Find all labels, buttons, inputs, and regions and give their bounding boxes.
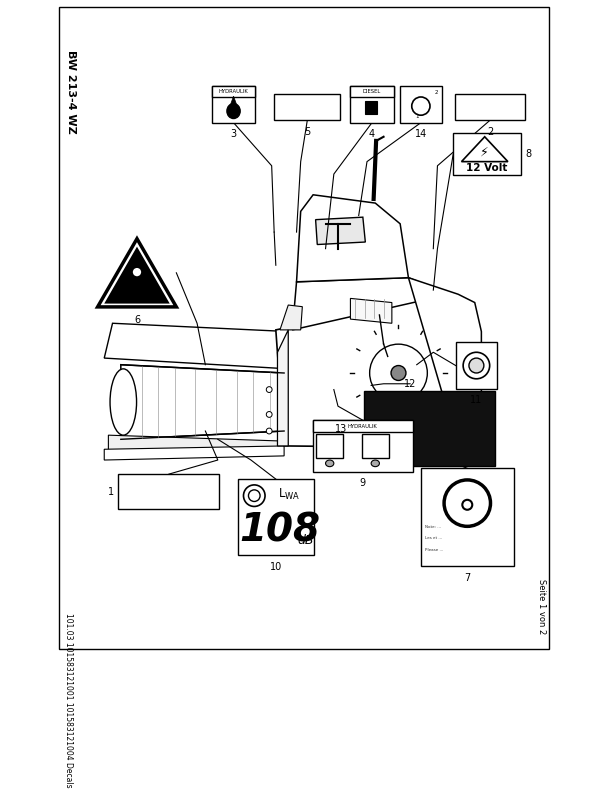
Text: 1: 1 xyxy=(416,115,420,119)
Polygon shape xyxy=(104,446,284,460)
Text: 4: 4 xyxy=(369,129,375,139)
Polygon shape xyxy=(104,324,288,369)
Ellipse shape xyxy=(266,411,272,418)
Text: 101.03 101583121001 101583121004 Decals: 101.03 101583121001 101583121004 Decals xyxy=(64,613,73,788)
Bar xyxy=(313,420,413,471)
Ellipse shape xyxy=(325,460,334,467)
Ellipse shape xyxy=(133,268,141,276)
Bar xyxy=(350,86,393,123)
Text: L$_{\mathregular{WA}}$: L$_{\mathregular{WA}}$ xyxy=(278,486,300,501)
Polygon shape xyxy=(98,239,176,307)
Bar xyxy=(313,420,413,432)
Text: 13: 13 xyxy=(335,423,347,433)
Bar xyxy=(455,93,525,120)
Text: 14: 14 xyxy=(415,129,427,139)
Ellipse shape xyxy=(227,104,240,119)
Text: BW 213-4 WZ: BW 213-4 WZ xyxy=(66,50,76,134)
Text: 10: 10 xyxy=(270,562,282,572)
Polygon shape xyxy=(316,218,365,244)
Polygon shape xyxy=(297,195,409,282)
Bar xyxy=(421,468,514,566)
Bar xyxy=(316,433,343,458)
Polygon shape xyxy=(276,294,458,448)
Text: DIESEL: DIESEL xyxy=(363,89,381,94)
Bar xyxy=(212,86,255,123)
Bar xyxy=(400,86,441,123)
Polygon shape xyxy=(230,97,237,105)
Ellipse shape xyxy=(448,484,486,522)
Polygon shape xyxy=(365,101,377,115)
Polygon shape xyxy=(461,137,508,161)
Bar xyxy=(362,433,389,458)
Bar xyxy=(119,474,219,509)
Bar xyxy=(455,343,497,388)
Ellipse shape xyxy=(463,352,489,379)
Ellipse shape xyxy=(391,365,406,380)
Text: dB: dB xyxy=(297,534,314,547)
Text: 7: 7 xyxy=(464,573,471,583)
Polygon shape xyxy=(121,365,284,439)
Text: 9: 9 xyxy=(360,479,366,488)
Ellipse shape xyxy=(249,490,260,501)
Text: Les et ...: Les et ... xyxy=(425,536,442,540)
Text: 12: 12 xyxy=(404,379,416,388)
Text: Note: ...: Note: ... xyxy=(425,524,441,528)
Text: HYDRAULIK: HYDRAULIK xyxy=(348,423,378,429)
Text: Seite 1 von 2: Seite 1 von 2 xyxy=(537,579,545,634)
Text: HYDRAULIK: HYDRAULIK xyxy=(219,89,249,94)
Text: 1: 1 xyxy=(108,486,114,497)
Text: 108: 108 xyxy=(240,512,320,550)
Text: 2: 2 xyxy=(487,127,493,137)
Text: 6: 6 xyxy=(134,315,140,325)
Polygon shape xyxy=(104,247,170,304)
Polygon shape xyxy=(350,298,392,324)
Bar xyxy=(453,134,521,175)
Ellipse shape xyxy=(110,369,137,435)
Bar xyxy=(350,86,393,97)
Ellipse shape xyxy=(462,500,472,509)
Text: 5: 5 xyxy=(304,127,311,137)
Ellipse shape xyxy=(350,325,446,421)
Bar xyxy=(212,86,255,97)
Bar xyxy=(364,392,495,466)
Bar xyxy=(238,479,314,555)
Ellipse shape xyxy=(469,358,484,373)
Ellipse shape xyxy=(243,485,265,506)
Polygon shape xyxy=(280,305,302,330)
Polygon shape xyxy=(108,435,280,452)
Bar xyxy=(274,93,340,120)
Text: 12 Volt: 12 Volt xyxy=(466,163,508,173)
Text: 3: 3 xyxy=(230,129,237,139)
Text: ⚡: ⚡ xyxy=(480,146,489,158)
Ellipse shape xyxy=(371,460,379,467)
Text: 8: 8 xyxy=(525,149,531,159)
Text: 11: 11 xyxy=(470,396,483,405)
Text: Please ...: Please ... xyxy=(425,548,443,552)
Polygon shape xyxy=(292,278,450,330)
Ellipse shape xyxy=(444,480,491,526)
Text: 2: 2 xyxy=(435,89,438,94)
Ellipse shape xyxy=(370,344,427,402)
Ellipse shape xyxy=(266,387,272,392)
Ellipse shape xyxy=(266,428,272,434)
Polygon shape xyxy=(409,278,482,448)
Ellipse shape xyxy=(412,97,430,115)
Polygon shape xyxy=(277,330,288,446)
